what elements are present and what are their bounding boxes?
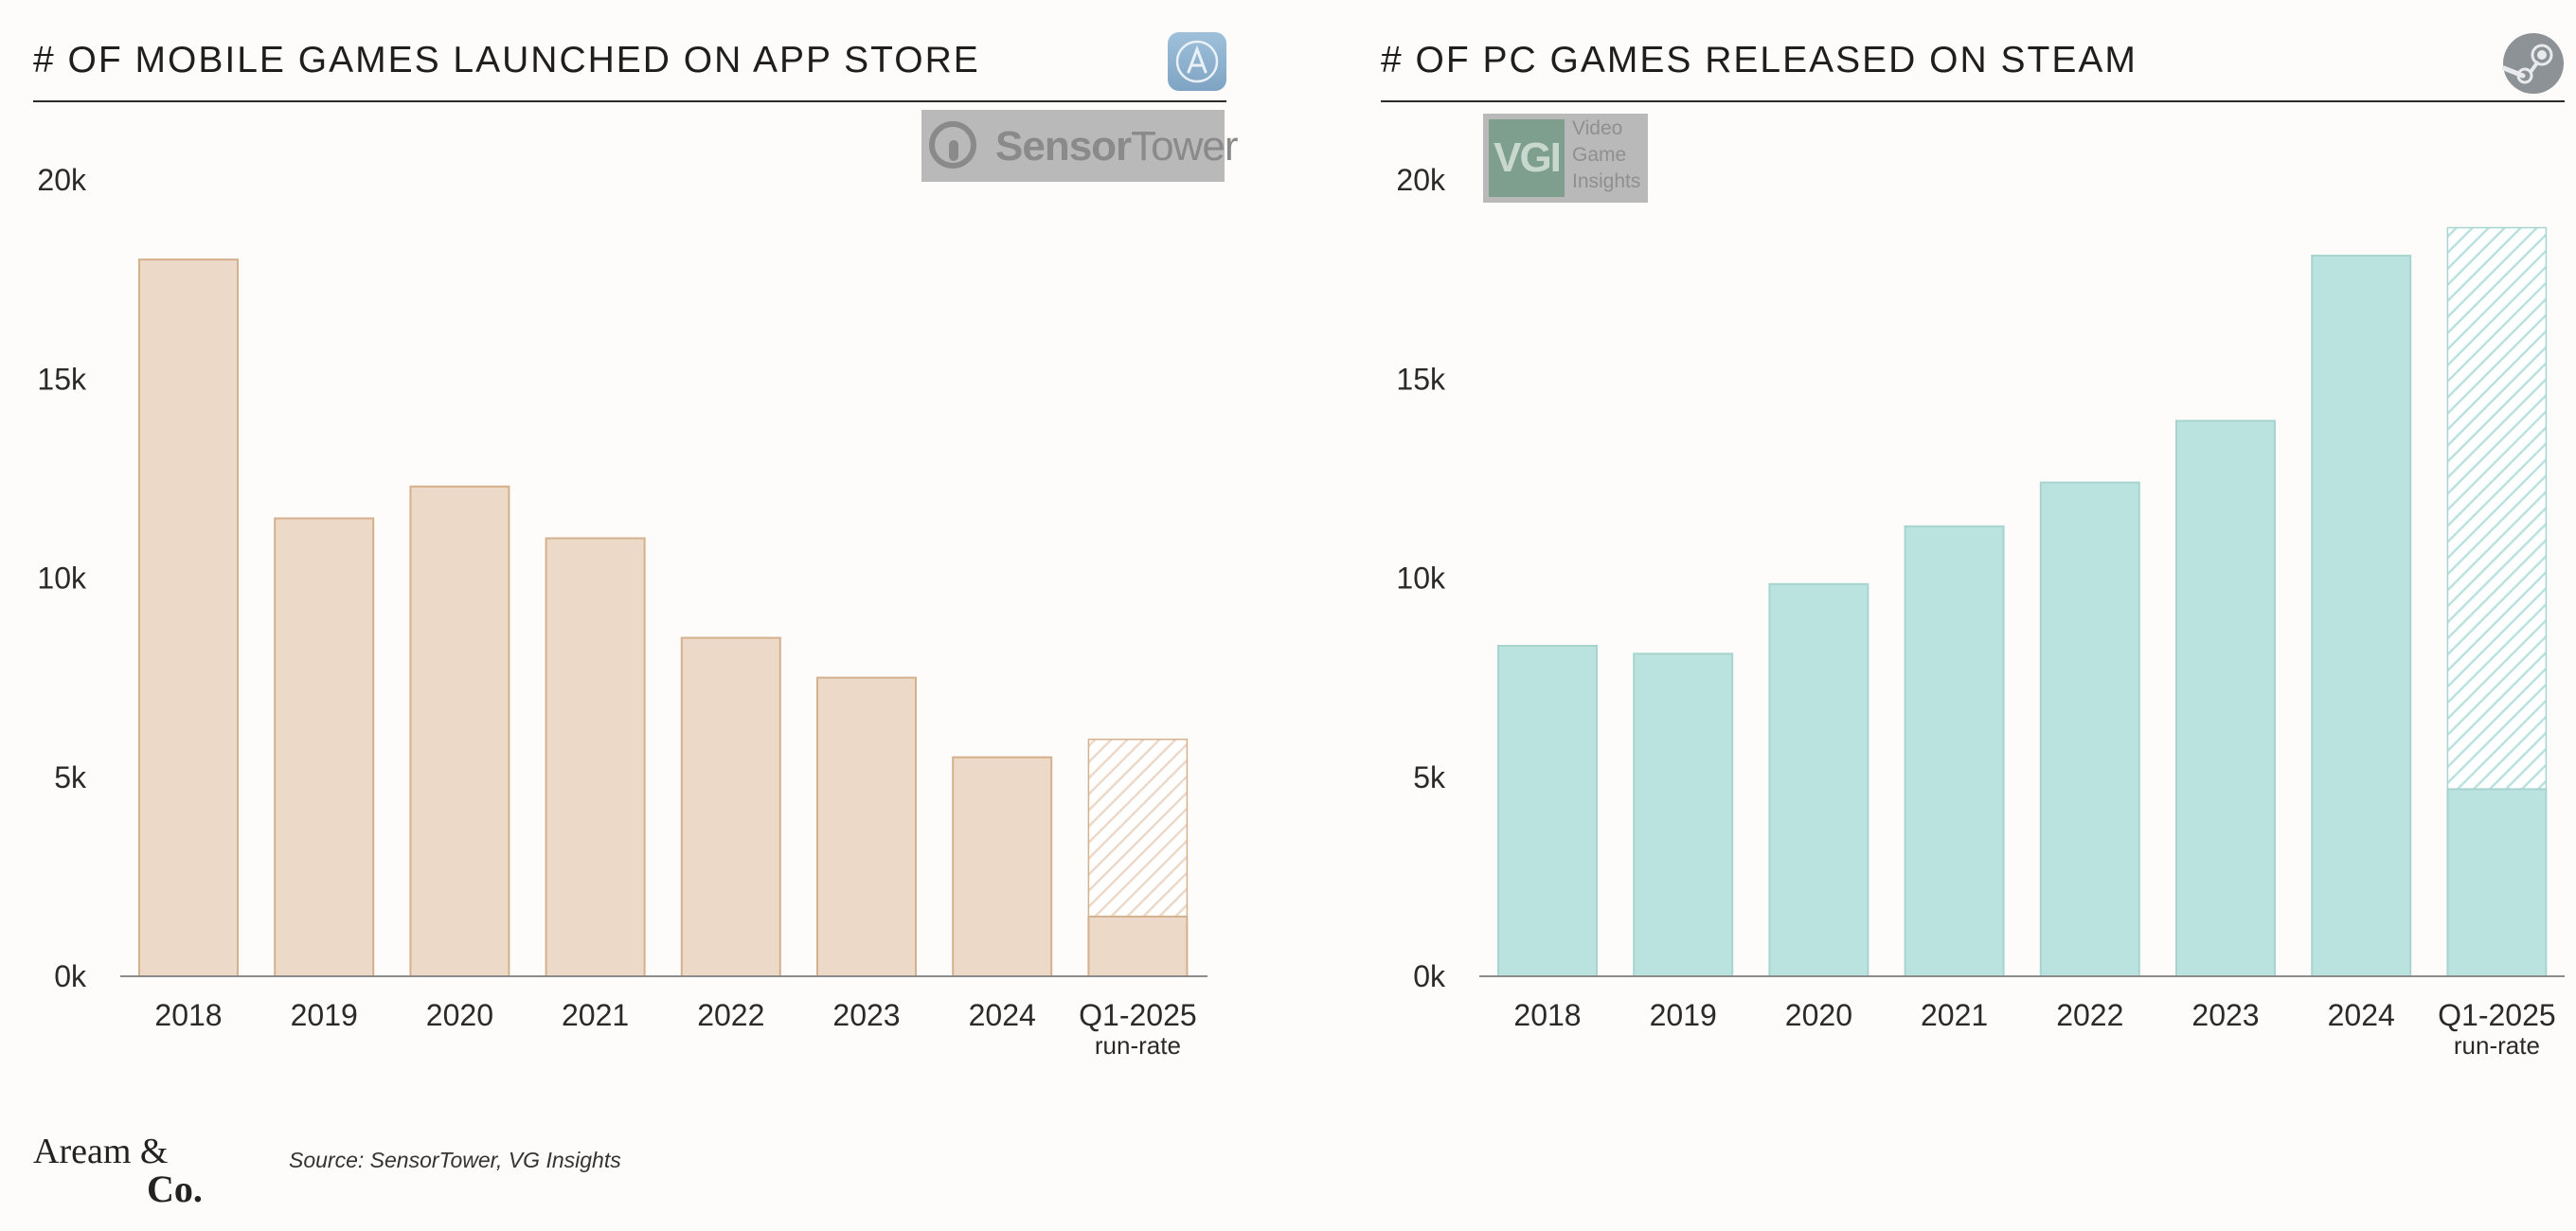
bar	[1633, 652, 1734, 978]
vgi-logo-mark: VGI	[1489, 119, 1565, 197]
y-tick-label: 10k	[37, 562, 87, 596]
vgi-word: Video	[1572, 117, 1623, 139]
y-tick-label: 10k	[1396, 562, 1446, 596]
x-tick-label: 2023	[832, 998, 900, 1032]
y-tick-label: 15k	[37, 362, 87, 396]
brand-name-line1: Aream &	[33, 1132, 169, 1171]
x-tick-label: 2018	[1513, 998, 1581, 1032]
x-tick-label: 2023	[2191, 998, 2259, 1032]
source-note: Source: SensorTower, VG Insights	[289, 1148, 621, 1172]
pc-games-chart-panel: # OF PC GAMES RELEASED ON STEAM VGI Vide…	[1381, 0, 2565, 1098]
bar	[2446, 788, 2548, 977]
x-tick-sublabel: run-rate	[1095, 1031, 1181, 1060]
x-tick-sublabel: run-rate	[2454, 1031, 2540, 1060]
bar	[138, 259, 239, 978]
bar	[1087, 915, 1189, 977]
x-tick-label: 2024	[2328, 998, 2395, 1032]
vgi-word: Insights	[1572, 170, 1641, 192]
x-tick-label: 2018	[154, 998, 222, 1032]
steam-icon	[2501, 32, 2565, 95]
x-tick-label: 2021	[1921, 998, 1988, 1032]
x-tick-label: 2020	[1785, 998, 1852, 1032]
brand-name-line2: Co.	[147, 1168, 203, 1210]
title-divider	[1381, 100, 2565, 102]
x-tick-label: Q1-2025	[1079, 998, 1197, 1032]
run-rate-bar	[1087, 739, 1189, 918]
vgi-watermark-text: Video Game Insights	[1572, 116, 1640, 195]
x-tick-label: 2020	[426, 998, 493, 1032]
x-tick-label: 2022	[697, 998, 764, 1032]
sensortower-watermark-text: SensorTower	[995, 123, 1239, 169]
bar	[680, 636, 781, 977]
sensortower-logo-icon	[929, 121, 976, 169]
x-tick-label: 2021	[562, 998, 629, 1032]
bar	[545, 537, 646, 977]
chart-title: # OF PC GAMES RELEASED ON STEAM	[1381, 40, 2138, 80]
vg-insights-watermark: VGI Video Game Insights	[1483, 114, 1648, 203]
x-tick-label: Q1-2025	[2438, 998, 2556, 1032]
bar	[952, 756, 1053, 977]
mobile-games-bar-chart: 0k 5k 10k 15k 20k 2018 2019 2020 2021 2022 2023 202…	[37, 163, 1208, 1060]
bar	[1904, 525, 2005, 978]
bar	[409, 485, 510, 977]
y-tick-label: 5k	[1413, 760, 1446, 794]
bar	[816, 676, 917, 977]
sensortower-watermark: SensorTower	[921, 110, 1239, 182]
mobile-games-chart-panel: # OF MOBILE GAMES LAUNCHED ON APP STORE …	[33, 0, 1239, 1098]
y-tick-label: 0k	[54, 959, 87, 993]
app-store-icon	[1168, 32, 1226, 91]
vgi-word: Game	[1572, 144, 1627, 166]
title-divider	[33, 100, 1226, 102]
x-tick-label: 2024	[969, 998, 1036, 1032]
run-rate-bar	[2446, 226, 2548, 791]
y-tick-label: 20k	[37, 163, 87, 197]
x-tick-label: 2019	[1650, 998, 1717, 1032]
bar	[1497, 644, 1598, 977]
pc-games-bar-chart: 0k 5k 10k 15k 20k 2018 2019 2020 2021 2022 2023 202…	[1396, 163, 2565, 1060]
brand-logo: Aream & Co.	[33, 1133, 203, 1208]
x-tick-label: 2022	[2056, 998, 2123, 1032]
y-tick-label: 20k	[1396, 163, 1446, 197]
bar	[1768, 582, 1869, 977]
chart-title: # OF MOBILE GAMES LAUNCHED ON APP STORE	[33, 40, 980, 80]
x-tick-label: 2019	[291, 998, 358, 1032]
bar	[274, 517, 375, 977]
y-tick-label: 15k	[1396, 362, 1446, 396]
bar	[2039, 481, 2140, 977]
bar	[2175, 419, 2276, 977]
y-tick-label: 5k	[54, 760, 87, 794]
bar	[2311, 254, 2412, 977]
y-tick-label: 0k	[1413, 959, 1446, 993]
